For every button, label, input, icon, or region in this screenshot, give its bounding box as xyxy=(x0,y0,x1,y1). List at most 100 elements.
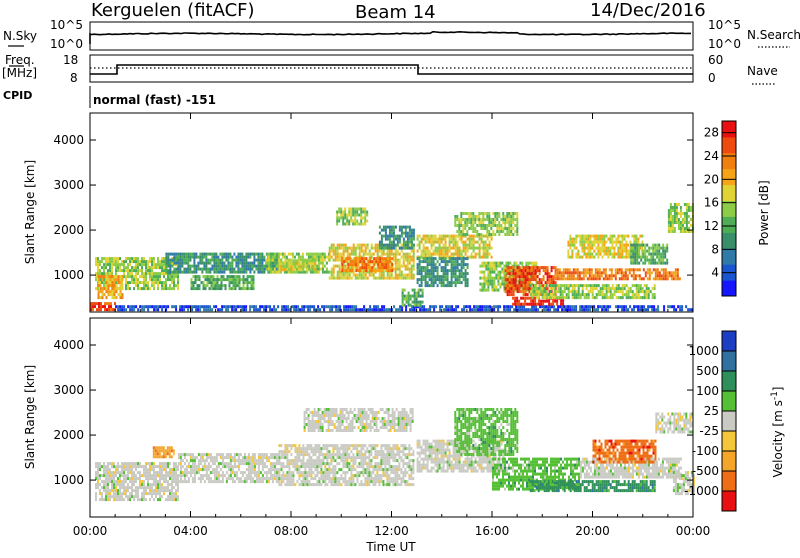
echo-cell xyxy=(674,230,676,233)
echo-cell xyxy=(617,256,619,259)
echo-cell xyxy=(341,244,343,247)
echo-cell xyxy=(489,265,491,268)
echo-cell xyxy=(423,308,425,311)
echo-cell xyxy=(97,462,99,465)
echo-cell xyxy=(639,305,641,308)
echo-cell xyxy=(320,262,322,265)
echo-cell xyxy=(479,253,481,256)
echo-cell xyxy=(474,221,476,224)
echo-cell xyxy=(655,271,657,274)
echo-cell xyxy=(435,305,437,308)
echo-cell xyxy=(688,221,690,224)
echo-cell xyxy=(116,275,118,278)
echo-cell xyxy=(611,235,613,238)
echo-cell xyxy=(638,262,640,265)
echo-cell xyxy=(599,271,601,274)
echo-cell xyxy=(215,281,217,284)
y-tick-label: 2000 xyxy=(53,223,84,237)
echo-cell xyxy=(147,260,149,263)
echo-cell xyxy=(511,290,513,293)
echo-cell xyxy=(187,259,189,262)
echo-cell xyxy=(465,247,467,250)
echo-cell xyxy=(141,498,143,501)
echo-cell xyxy=(161,465,163,468)
echo-cell xyxy=(141,257,143,260)
echo-cell xyxy=(431,278,433,281)
echo-cell xyxy=(391,274,393,277)
echo-cell xyxy=(229,305,231,308)
echo-cell xyxy=(682,218,684,221)
echo-cell xyxy=(630,247,632,250)
echo-cell xyxy=(441,257,443,260)
echo-cell xyxy=(453,244,455,247)
echo-cell xyxy=(117,308,119,311)
echo-cell xyxy=(579,308,581,311)
echo-cell xyxy=(343,244,345,247)
echo-cell xyxy=(107,462,109,465)
echo-cell xyxy=(95,486,97,489)
echo-cell xyxy=(431,253,433,256)
echo-cell xyxy=(239,259,241,262)
echo-cell xyxy=(322,256,324,259)
echo-cell xyxy=(235,281,237,284)
echo-cell xyxy=(389,250,391,253)
echo-cell xyxy=(98,305,100,308)
echo-cell xyxy=(473,244,475,247)
echo-cell xyxy=(143,308,145,311)
echo-cell xyxy=(385,266,387,269)
echo-cell xyxy=(605,271,607,274)
echo-cell xyxy=(169,287,171,290)
echo-cell xyxy=(159,477,161,480)
echo-cell xyxy=(159,281,161,284)
echo-cell xyxy=(112,308,114,311)
echo-cell xyxy=(625,271,627,274)
echo-cell xyxy=(644,244,646,247)
echo-cell xyxy=(441,305,443,308)
echo-cell xyxy=(487,308,489,311)
echo-cell xyxy=(338,217,340,220)
echo-cell xyxy=(108,284,110,287)
echo-cell xyxy=(569,235,571,238)
echo-cell xyxy=(423,257,425,260)
echo-cell xyxy=(487,286,489,289)
echo-cell xyxy=(106,287,108,290)
echo-cell xyxy=(129,308,131,311)
echo-cell xyxy=(109,263,111,266)
echo-cell xyxy=(684,203,686,206)
echo-cell xyxy=(581,241,583,244)
echo-cell xyxy=(595,235,597,238)
echo-cell xyxy=(455,284,457,287)
echo-cell xyxy=(617,253,619,256)
echo-cell xyxy=(669,274,671,277)
echo-cell xyxy=(231,281,233,284)
echo-cell xyxy=(352,211,354,214)
echo-cell xyxy=(515,278,517,281)
echo-cell xyxy=(543,308,545,311)
echo-cell xyxy=(540,287,542,290)
echo-cell xyxy=(483,253,485,256)
echo-cell xyxy=(447,263,449,266)
echo-cell xyxy=(616,287,618,290)
echo-cell xyxy=(536,296,538,299)
echo-cell xyxy=(573,238,575,241)
echo-cell xyxy=(257,253,259,256)
echo-cell xyxy=(447,284,449,287)
echo-cell xyxy=(403,253,405,256)
echo-cell xyxy=(557,274,559,277)
echo-cell xyxy=(457,253,459,256)
echo-cell xyxy=(593,241,595,244)
echo-cell xyxy=(387,244,389,247)
echo-cell xyxy=(257,268,259,271)
echo-cell xyxy=(534,290,536,293)
echo-cell xyxy=(587,305,589,308)
echo-cell xyxy=(135,495,137,498)
echo-cell xyxy=(215,284,217,287)
echo-cell xyxy=(562,303,564,306)
echo-cell xyxy=(611,238,613,241)
echo-cell xyxy=(127,281,129,284)
echo-cell xyxy=(455,308,457,311)
echo-cell xyxy=(197,265,199,268)
echo-cell xyxy=(544,296,546,299)
echo-cell xyxy=(508,212,510,215)
echo-cell xyxy=(184,453,186,456)
